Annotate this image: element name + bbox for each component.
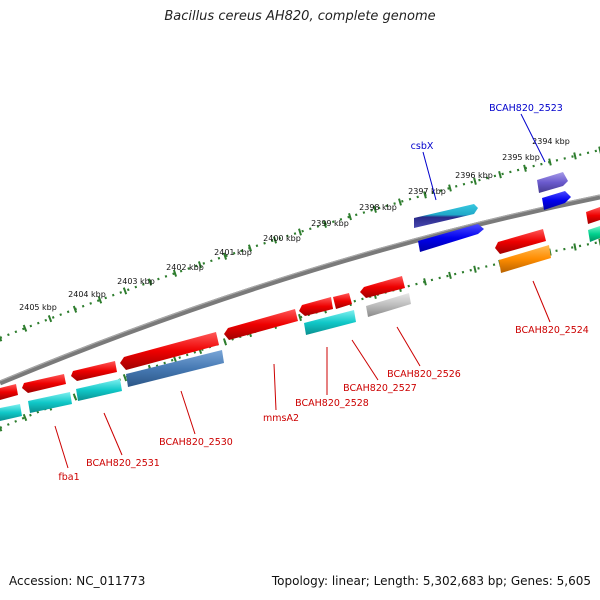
- ruler-tick: [498, 171, 502, 179]
- ruler-tick: [473, 265, 477, 273]
- ruler-tick: [448, 271, 452, 280]
- ruler-tick: [398, 198, 402, 206]
- gene-label-bcah820-2524[interactable]: BCAH820_2524: [515, 325, 589, 336]
- ruler-tick: [548, 158, 552, 166]
- outer-ruler-ticks: [0, 146, 600, 342]
- forward-strand-features: [414, 172, 600, 252]
- tick-label: 2404 kbp: [68, 290, 106, 299]
- gene-feature-lower-edge[interactable]: [0, 404, 22, 421]
- gene-feature-bcah820-2528[interactable]: [299, 297, 333, 316]
- gene-label-bcah820-2528[interactable]: BCAH820_2528: [295, 398, 369, 409]
- gene-feature-mmsa2[interactable]: [224, 309, 298, 340]
- gene-labels: BCAH820_2523 csbX BCAH820_2524 BCAH820_2…: [58, 103, 588, 483]
- ruler-tick: [348, 213, 352, 221]
- gene-feature-bcah820-2524[interactable]: [495, 229, 546, 254]
- tick-label: 2400 kbp: [263, 234, 301, 243]
- ruler-tick: [247, 244, 253, 252]
- tick-label: 2396 kbp: [455, 171, 493, 180]
- ruler-tick: [172, 269, 178, 277]
- gene-feature-csbx[interactable]: [414, 204, 478, 228]
- tick-label: 2395 kbp: [502, 153, 540, 162]
- reverse-strand-features: [0, 226, 600, 421]
- tick-label: 2402 kbp: [166, 263, 204, 272]
- gene-label-bcah820-2527[interactable]: BCAH820_2527: [343, 383, 417, 394]
- gene-feature-lower-5[interactable]: [366, 293, 411, 317]
- gene-feature-bcah820-2531[interactable]: [71, 361, 117, 381]
- gene-label-mmsa2[interactable]: mmsA2: [263, 413, 299, 424]
- gene-feature-bcah820-2526[interactable]: [360, 276, 405, 298]
- ruler-tick: [298, 228, 302, 236]
- ruler-tick: [122, 287, 128, 295]
- backbone-highlight: [0, 194, 600, 382]
- gene-label-bcah820-2531[interactable]: BCAH820_2531: [86, 458, 160, 469]
- ruler-tick: [0, 425, 3, 432]
- ruler-tick: [473, 177, 477, 185]
- tick-label: 2397 kbp: [408, 187, 446, 196]
- ruler-tick: [272, 236, 278, 244]
- accession-text: Accession: NC_011773: [9, 574, 146, 588]
- gene-label-bcah820-2526[interactable]: BCAH820_2526: [387, 369, 461, 380]
- ruler-tick: [598, 146, 600, 154]
- gene-feature-bcah820-2525[interactable]: [418, 224, 484, 252]
- gene-label-fba1[interactable]: fba1: [58, 472, 79, 483]
- tick-label: 2394 kbp: [532, 137, 570, 146]
- ruler-tick: [323, 220, 327, 228]
- ruler-tick: [298, 313, 302, 322]
- ruler-tick: [573, 243, 577, 251]
- gene-feature-lower-edge-right[interactable]: [588, 226, 600, 242]
- ruler-tick: [573, 152, 577, 160]
- tick-label: 2405 kbp: [19, 303, 57, 312]
- ruler-tick: [147, 278, 153, 286]
- ruler-tick: [222, 252, 228, 260]
- tick-label: 2403 kbp: [117, 277, 155, 286]
- ruler-tick: [172, 355, 178, 363]
- gene-feature-bcah820-2522[interactable]: [542, 191, 571, 210]
- ruler-tick: [448, 184, 452, 192]
- ruler-tick: [97, 296, 103, 304]
- tick-label: 2398 kbp: [359, 203, 397, 212]
- gene-feature-bcah820-2527[interactable]: [333, 293, 352, 309]
- gene-feature-edge-forward[interactable]: [586, 207, 600, 224]
- genome-summary-text: Topology: linear; Length: 5,302,683 bp; …: [271, 574, 591, 588]
- gene-feature-bcah820-2523[interactable]: [537, 172, 568, 193]
- ruler-tick: [222, 338, 228, 346]
- tick-label: 2399 kbp: [311, 219, 349, 228]
- ruler-tick: [122, 374, 128, 382]
- ruler-tick: [423, 278, 427, 286]
- gene-feature-bcah820-2530[interactable]: [120, 332, 219, 370]
- map-title: Bacillus cereus AH820, complete genome: [164, 9, 436, 24]
- ruler-tick: [197, 261, 203, 269]
- ruler-tick: [47, 315, 53, 323]
- ruler-tick: [22, 324, 28, 332]
- ruler-tick: [423, 191, 427, 199]
- gene-feature-lower-2[interactable]: [76, 379, 122, 401]
- ruler-tick: [0, 335, 3, 342]
- gene-feature-lower-1[interactable]: [28, 392, 72, 413]
- ruler-tick-labels: 2394 kbp 2395 kbp 2396 kbp 2397 kbp 2398…: [19, 137, 570, 312]
- gene-feature-lower-3[interactable]: [126, 350, 224, 387]
- gene-label-bcah820-2523[interactable]: BCAH820_2523: [489, 103, 563, 114]
- gene-feature-fba1[interactable]: [22, 374, 66, 393]
- gene-label-csbx[interactable]: csbX: [411, 141, 434, 152]
- gene-feature-lower-6[interactable]: [499, 245, 551, 273]
- label-leader-lines: [54, 113, 551, 469]
- gene-feature-lower-4[interactable]: [304, 310, 356, 335]
- gene-feature-edge-left[interactable]: [0, 384, 18, 400]
- genome-backbone: [0, 194, 600, 386]
- ruler-tick: [373, 205, 377, 213]
- ruler-tick: [22, 413, 28, 422]
- ruler-tick: [72, 305, 78, 313]
- ruler-tick: [523, 164, 527, 172]
- tick-label: 2401 kbp: [214, 248, 252, 257]
- ruler-tick: [72, 393, 78, 401]
- gene-label-bcah820-2530[interactable]: BCAH820_2530: [159, 437, 233, 448]
